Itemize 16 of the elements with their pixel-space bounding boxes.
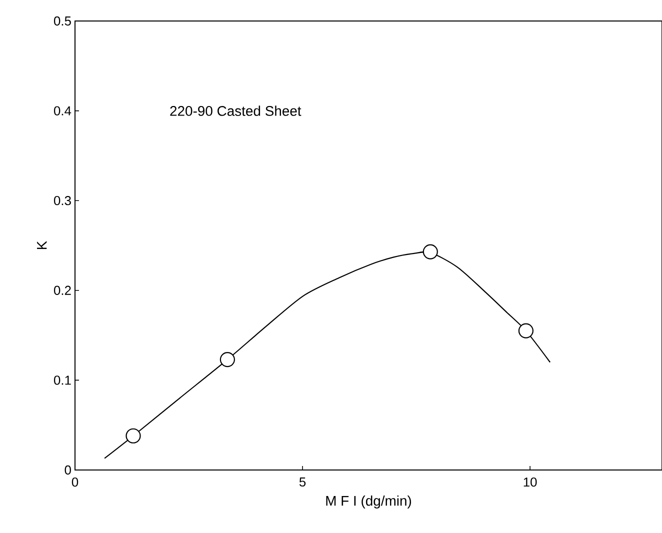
y-tick-label: 0.2 [54,286,71,295]
y-tick-label: 0 [64,465,71,475]
x-tick-label: 0 [72,478,78,487]
x-tick-label: 5 [299,478,306,487]
y-tick-label: 0.3 [54,196,71,206]
point [422,244,438,260]
point [126,428,141,444]
y-axis-title: K [37,240,47,250]
point [518,323,534,338]
y-tick-label: 0.1 [54,376,71,385]
y-tick-label: 0.5 [54,16,71,26]
x-axis-title: M F I (dg/min) [326,496,412,509]
y-tick-label: 0.4 [54,106,72,116]
point [220,352,235,368]
annotation: 220-90 Casted Sheet [170,106,302,116]
x-tick-label: 10 [524,478,537,487]
